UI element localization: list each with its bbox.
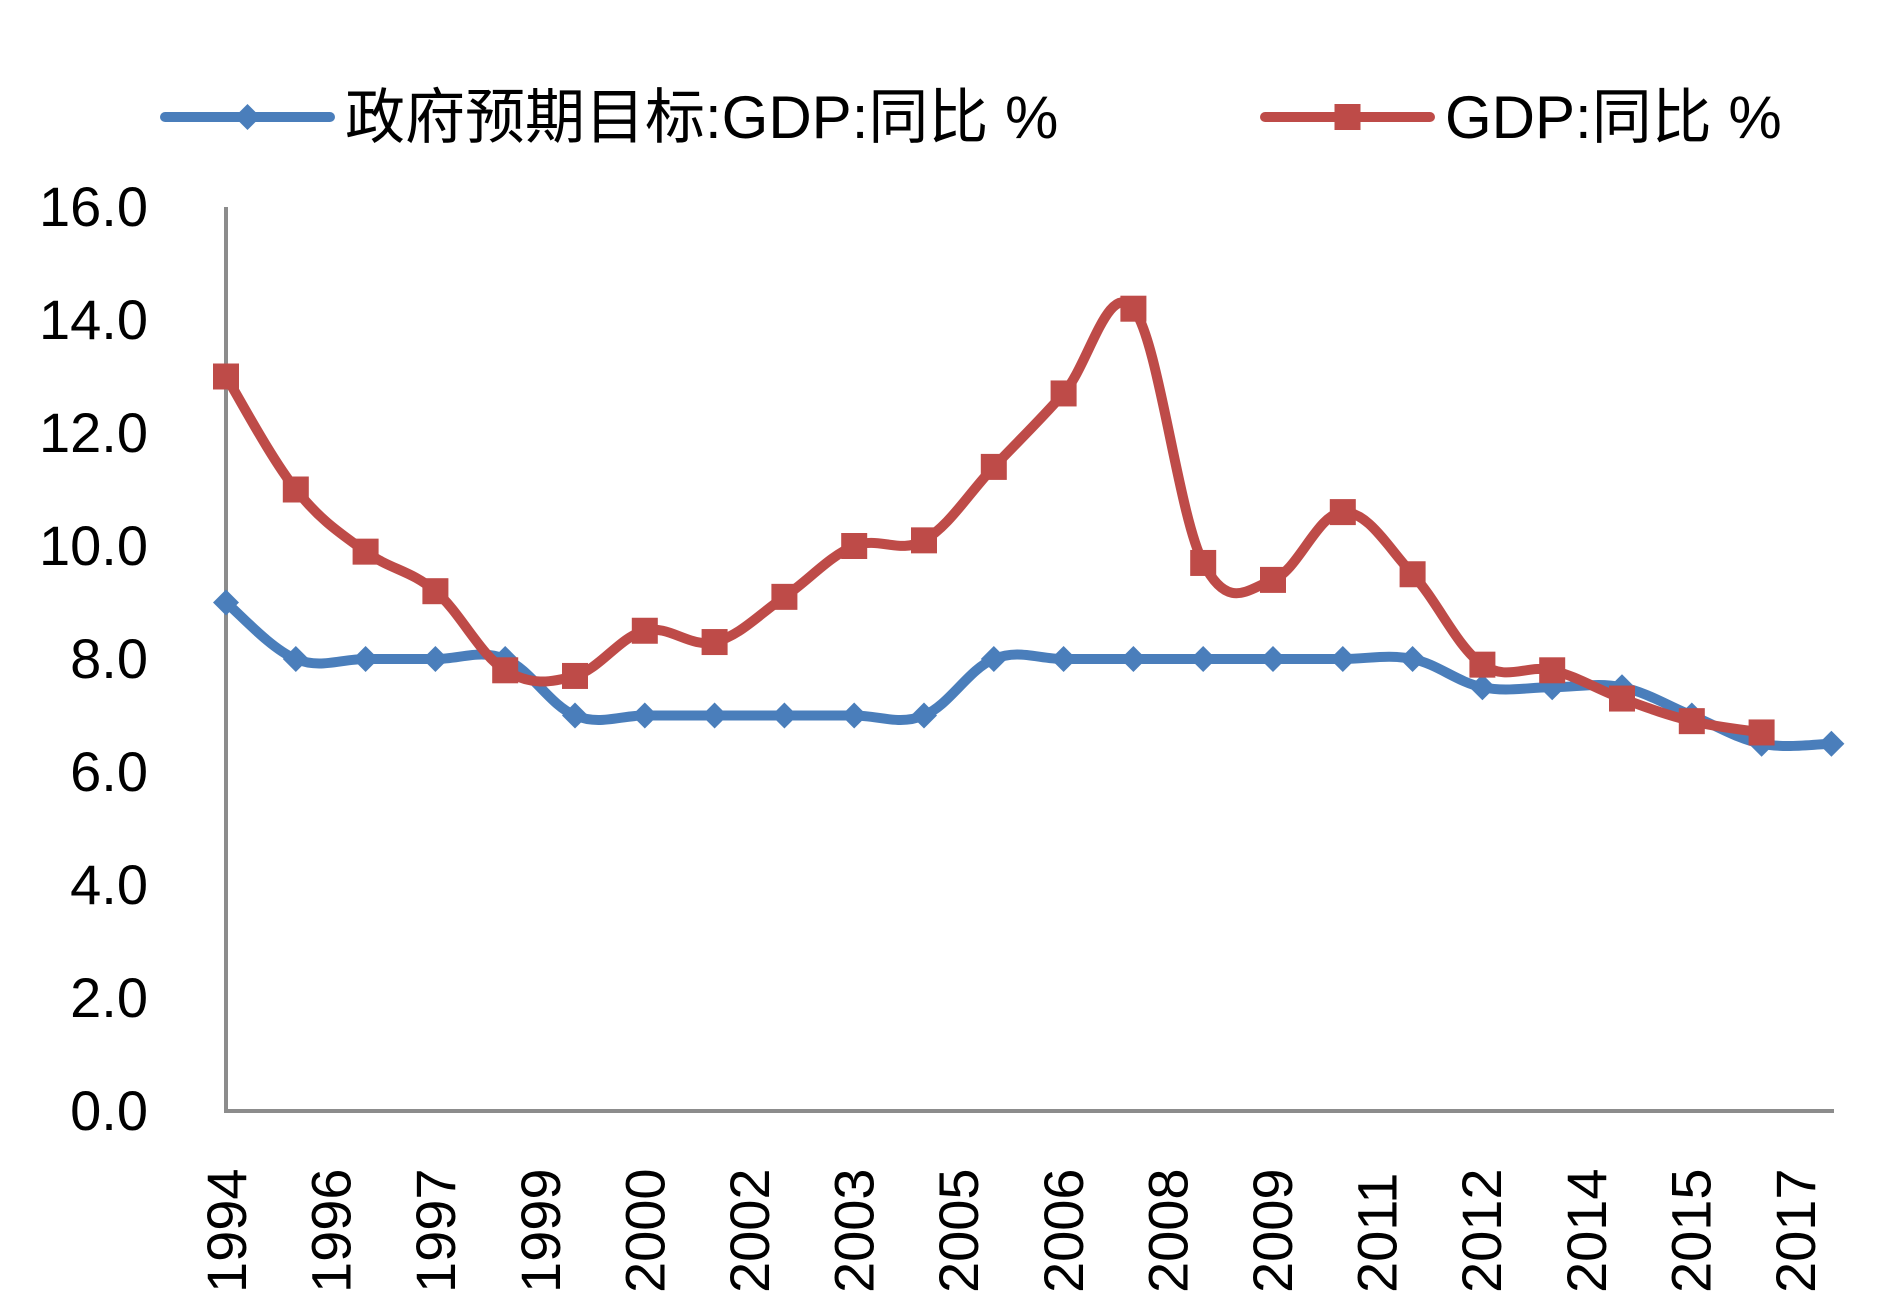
series-1-point — [213, 589, 239, 616]
series-1-point — [1050, 646, 1077, 672]
x-tick-label: 2015 — [1659, 1168, 1722, 1293]
series-2-point — [1539, 657, 1566, 684]
series-1-point — [1469, 674, 1496, 701]
series-2-point — [492, 657, 519, 684]
series-1-point — [771, 702, 798, 729]
series-2-point — [701, 629, 728, 656]
series-2-point — [1120, 295, 1147, 322]
series-2-point — [841, 533, 868, 559]
series-2-point — [422, 578, 449, 605]
series-2-point — [352, 538, 379, 565]
series-2-point — [1678, 708, 1705, 735]
series-2-point — [562, 662, 588, 689]
series-2-point — [911, 527, 937, 554]
x-tick-label: 1999 — [509, 1168, 572, 1293]
x-tick-label: 2000 — [613, 1168, 676, 1293]
series-2-point — [1190, 549, 1217, 576]
x-tick-label: 2005 — [927, 1168, 990, 1293]
y-tick-label: 14.0 — [39, 288, 148, 351]
series-1-point — [1399, 646, 1426, 672]
series-2-point — [1329, 499, 1356, 526]
series-1-point — [1120, 646, 1147, 672]
series-2-point — [1609, 685, 1635, 712]
x-tick-label: 2009 — [1241, 1168, 1304, 1293]
y-tick-label: 16.0 — [39, 175, 148, 238]
series-1-point — [562, 702, 588, 729]
y-tick-label: 0.0 — [70, 1079, 148, 1142]
series-1-point — [1329, 646, 1356, 672]
x-tick-label: 2017 — [1764, 1168, 1827, 1293]
series-1-point — [282, 646, 309, 672]
series-1-point — [701, 702, 728, 729]
series-1-point — [1260, 646, 1286, 672]
x-tick-label: 2014 — [1555, 1168, 1618, 1293]
y-tick-label: 8.0 — [70, 627, 148, 690]
series-1-point — [1818, 730, 1845, 757]
x-tick-label: 2002 — [718, 1168, 781, 1293]
x-tick-label: 2003 — [823, 1168, 886, 1293]
legend-marker-1 — [234, 104, 261, 130]
series-2-point — [1399, 561, 1426, 588]
series-1-point — [631, 702, 658, 729]
x-tick-label: 2008 — [1136, 1168, 1199, 1293]
series-1-point — [352, 646, 379, 672]
series-2-point — [1469, 651, 1496, 678]
series-1-point — [980, 646, 1007, 672]
x-tick-label: 1997 — [404, 1168, 467, 1293]
series-2-point — [213, 363, 239, 390]
series-2-point — [771, 583, 798, 610]
y-tick-label: 4.0 — [70, 853, 148, 916]
x-tick-label: 2012 — [1450, 1168, 1513, 1293]
series-2-point — [631, 617, 658, 644]
series-2-point — [1050, 380, 1077, 407]
x-tick-label: 1996 — [300, 1168, 363, 1293]
y-tick-label: 10.0 — [39, 514, 148, 577]
series-2-point — [1260, 566, 1286, 593]
legend-label-1: 政府预期目标:GDP:同比 % — [345, 84, 1058, 151]
series-1-point — [422, 646, 449, 672]
x-tick-label: 2006 — [1032, 1168, 1095, 1293]
x-tick-label: 1994 — [195, 1168, 258, 1293]
series-1-point — [911, 702, 937, 729]
series-2-point — [980, 453, 1007, 480]
series-1-point — [1190, 646, 1217, 672]
legend-label-2: GDP:同比 % — [1445, 84, 1782, 151]
series-1-point — [841, 702, 868, 729]
legend-marker-2 — [1334, 104, 1361, 130]
series-2-point — [1748, 719, 1775, 746]
series-2-point — [282, 476, 309, 503]
y-tick-label: 12.0 — [39, 401, 148, 464]
y-tick-label: 6.0 — [70, 740, 148, 803]
y-tick-label: 2.0 — [70, 966, 148, 1029]
x-tick-label: 2011 — [1346, 1173, 1409, 1293]
